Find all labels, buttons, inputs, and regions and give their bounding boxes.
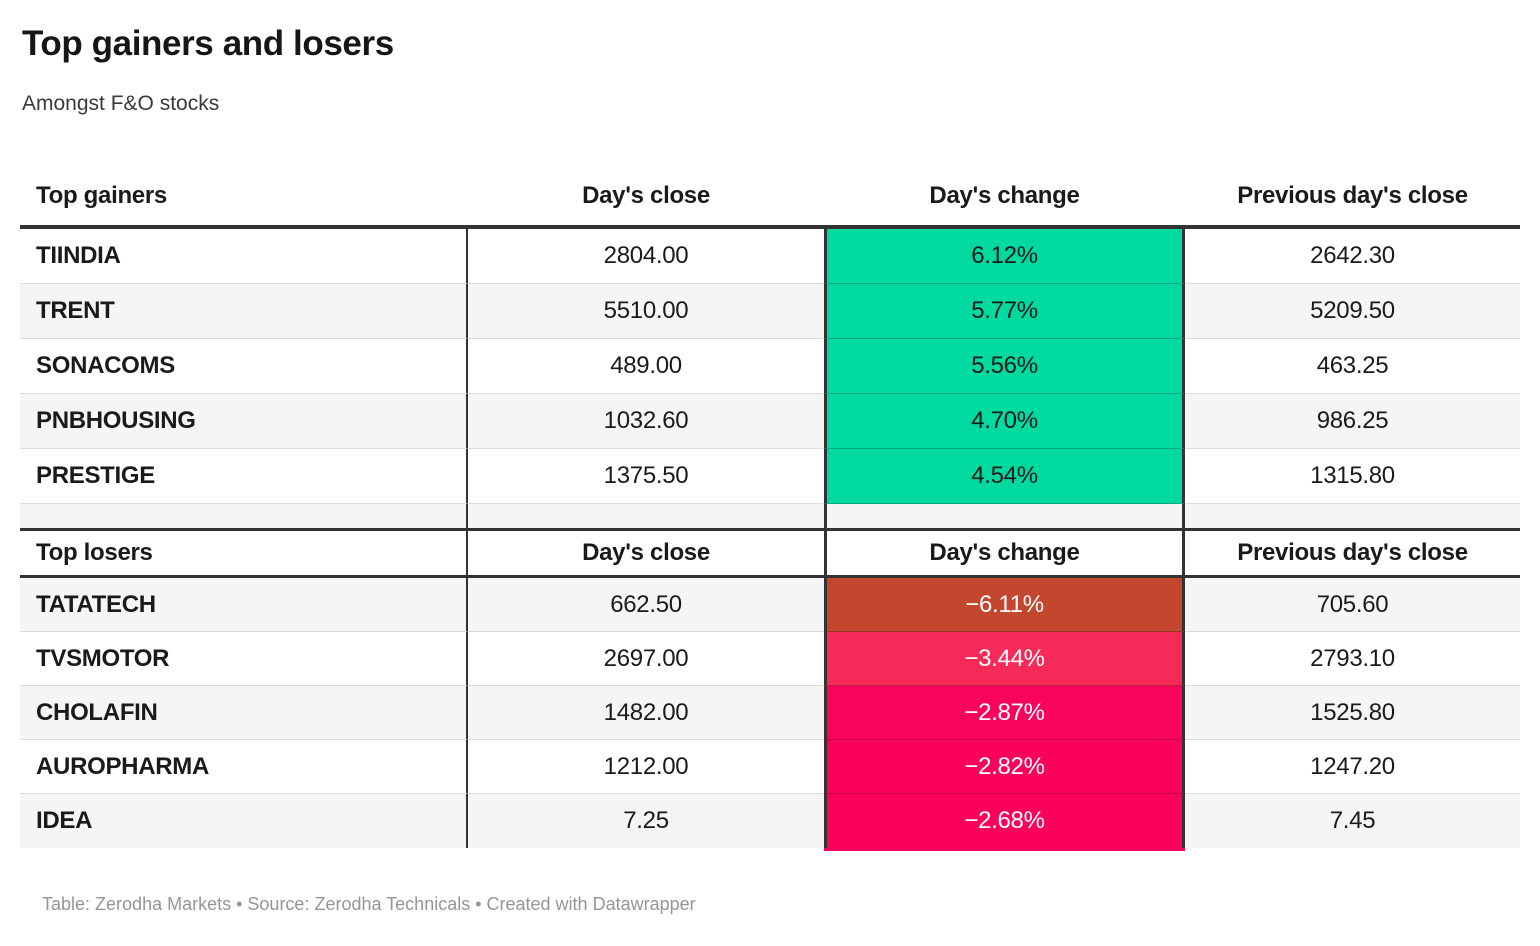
prev-close-cell: 1525.80 [1185,686,1520,741]
prev-close-cell: 1315.80 [1185,449,1520,505]
prev-close-cell: 986.25 [1185,394,1520,450]
days-close-cell: 1212.00 [468,740,824,795]
days-close-cell: 1375.50 [468,449,824,505]
gap-cell [824,504,1185,529]
gap-cell [1185,504,1520,529]
gap-cell [468,504,824,529]
table-row: CHOLAFIN 1482.00 −2.87% 1525.80 [20,686,1520,741]
table-row: AUROPHARMA 1212.00 −2.82% 1247.20 [20,740,1520,795]
days-change-cell: −6.11% [824,578,1185,633]
days-change-cell: 5.56% [824,339,1185,395]
footer-table-label: Table: [42,894,96,915]
table-row: TRENT 5510.00 5.77% 5209.50 [20,284,1520,340]
losers-header-row: Top losers Day's close Day's change Prev… [20,528,1520,579]
losers-header-close: Day's close [468,528,824,579]
footer-table-credit-link[interactable]: Zerodha Markets [95,894,232,915]
prev-close-cell: 7.45 [1185,794,1520,849]
losers-header-label: Top losers [20,528,468,579]
prev-close-cell: 2642.30 [1185,229,1520,285]
stock-name-cell: PRESTIGE [20,449,468,505]
table-row: IDEA 7.25 −2.68% 7.45 [20,794,1520,849]
chart-footer: Table: Zerodha Markets • Source: Zerodha… [42,893,1520,916]
gainers-header-label: Top gainers [20,166,468,230]
footer-created-label: • Created with [470,894,593,915]
prev-close-cell: 463.25 [1185,339,1520,395]
days-close-cell: 1482.00 [468,686,824,741]
page-subtitle: Amongst F&O stocks [22,92,220,116]
gap-cell [20,504,468,529]
prev-close-cell: 705.60 [1185,578,1520,633]
days-close-cell: 5510.00 [468,284,824,340]
page-title: Top gainers and losers [22,24,394,63]
days-close-cell: 489.00 [468,339,824,395]
prev-close-cell: 2793.10 [1185,632,1520,687]
chart-container: Top gainers and losers Amongst F&O stock… [20,24,1520,916]
table-row: PRESTIGE 1375.50 4.54% 1315.80 [20,449,1520,505]
prev-close-cell: 1247.20 [1185,740,1520,795]
table-gap-row [20,504,1520,529]
days-close-cell: 7.25 [468,794,824,849]
footer-source-label: • Source: [231,894,315,915]
days-close-cell: 2697.00 [468,632,824,687]
days-change-cell: −2.68% [824,794,1185,849]
stock-name-cell: IDEA [20,794,468,849]
days-change-cell: −2.87% [824,686,1185,741]
footer-datawrapper-link[interactable]: Datawrapper [592,894,696,915]
losers-header-prev-close: Previous day's close [1185,528,1520,579]
days-change-cell: −3.44% [824,632,1185,687]
stock-name-cell: TVSMOTOR [20,632,468,687]
days-change-cell: 4.54% [824,449,1185,505]
gainers-header-close: Day's close [468,166,824,230]
footer-source-credit-link[interactable]: Zerodha Technicals [314,894,471,915]
gainers-header-change: Day's change [824,166,1185,230]
losers-header-change: Day's change [824,528,1185,579]
table-row: SONACOMS 489.00 5.56% 463.25 [20,339,1520,395]
gainers-header-prev-close: Previous day's close [1185,166,1520,230]
stock-name-cell: TATATECH [20,578,468,633]
gainers-losers-table: Top gainers Day's close Day's change Pre… [20,166,1520,849]
table-row: TVSMOTOR 2697.00 −3.44% 2793.10 [20,632,1520,687]
days-change-cell: 5.77% [824,284,1185,340]
table-row: PNBHOUSING 1032.60 4.70% 986.25 [20,394,1520,450]
days-close-cell: 2804.00 [468,229,824,285]
stock-name-cell: TIINDIA [20,229,468,285]
stock-name-cell: TRENT [20,284,468,340]
stock-name-cell: SONACOMS [20,339,468,395]
table-row: TATATECH 662.50 −6.11% 705.60 [20,578,1520,633]
stock-name-cell: AUROPHARMA [20,740,468,795]
days-change-cell: 6.12% [824,229,1185,285]
gainers-header-row: Top gainers Day's close Day's change Pre… [20,166,1520,230]
table-row: TIINDIA 2804.00 6.12% 2642.30 [20,229,1520,285]
stock-name-cell: PNBHOUSING [20,394,468,450]
days-close-cell: 1032.60 [468,394,824,450]
stock-name-cell: CHOLAFIN [20,686,468,741]
days-close-cell: 662.50 [468,578,824,633]
days-change-cell: −2.82% [824,740,1185,795]
prev-close-cell: 5209.50 [1185,284,1520,340]
days-change-cell: 4.70% [824,394,1185,450]
